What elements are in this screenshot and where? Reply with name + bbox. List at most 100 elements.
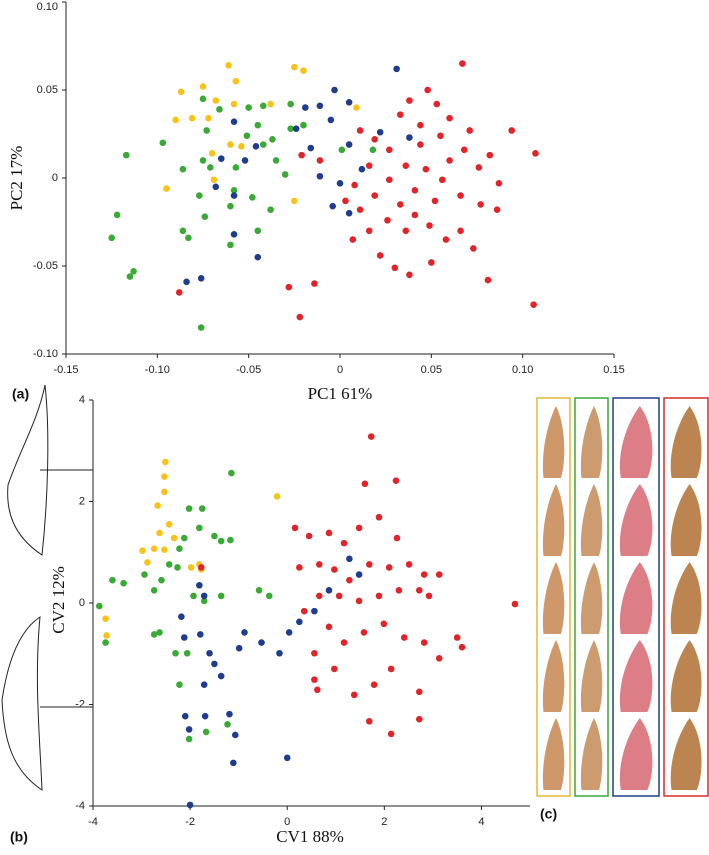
point (161, 546, 168, 554)
point (208, 150, 216, 157)
point (161, 488, 168, 496)
panel-label: (a) (12, 386, 29, 402)
point (351, 181, 358, 189)
y-tick-label: -2 (75, 698, 85, 710)
point (232, 164, 240, 171)
point (420, 571, 428, 578)
point (185, 234, 192, 242)
point (174, 564, 181, 571)
point (365, 162, 373, 169)
point (176, 681, 183, 689)
point (415, 587, 423, 594)
point (163, 185, 170, 192)
point (425, 592, 433, 600)
point (370, 681, 378, 689)
point (183, 278, 190, 286)
point (358, 165, 366, 173)
point (150, 545, 158, 552)
point (402, 227, 410, 235)
leaf-photo (542, 640, 565, 712)
point (230, 231, 238, 238)
x-tick-label: -4 (88, 816, 98, 828)
point (346, 576, 353, 584)
leaf-photo (619, 640, 653, 712)
point (196, 524, 203, 532)
leaf-outlines (1, 384, 93, 791)
point (391, 264, 399, 272)
x-tick-label: -2 (185, 816, 195, 828)
point (158, 576, 165, 584)
x-tick-label: 0.05 (421, 364, 442, 376)
point (291, 63, 298, 71)
y-tick-label: 0.05 (37, 84, 58, 96)
point (300, 607, 308, 615)
point (345, 209, 353, 217)
x-axis-label: CV1 88% (276, 827, 344, 846)
point (386, 176, 393, 184)
point (356, 127, 364, 134)
point (311, 676, 318, 683)
point (365, 227, 373, 235)
point (259, 141, 267, 148)
point (103, 632, 110, 639)
point (267, 100, 274, 108)
point (437, 132, 444, 140)
point (272, 157, 280, 164)
point (426, 222, 433, 229)
point (188, 114, 196, 122)
point (345, 141, 353, 148)
point (161, 473, 168, 480)
point (210, 176, 218, 184)
leaf-photo (542, 562, 565, 634)
point (331, 566, 338, 573)
point (340, 639, 348, 646)
x-tick-label: -0.05 (236, 364, 261, 376)
point (338, 146, 346, 154)
point (180, 634, 188, 641)
point (422, 165, 430, 173)
point (300, 67, 307, 74)
point (199, 95, 207, 103)
point (183, 649, 191, 657)
point (109, 576, 116, 584)
point (230, 192, 238, 199)
point (316, 102, 324, 110)
point (402, 162, 410, 169)
point (329, 202, 336, 210)
y-tick-label: -4 (75, 800, 85, 812)
point (375, 592, 383, 600)
point (241, 157, 249, 164)
point (311, 280, 318, 287)
point (417, 121, 424, 129)
point (387, 730, 395, 738)
point (196, 581, 203, 589)
point (356, 206, 364, 213)
leaf-photo (619, 484, 653, 556)
point (199, 83, 207, 90)
point (417, 141, 424, 148)
point (197, 564, 205, 571)
y-tick-label: 0 (52, 172, 58, 184)
panel-label: (b) (10, 829, 28, 845)
point (283, 754, 291, 762)
point (241, 629, 248, 636)
point (285, 629, 293, 636)
x-axis-label: PC1 61% (308, 384, 373, 403)
point (508, 127, 516, 134)
point (530, 301, 537, 309)
point (307, 144, 315, 152)
point (269, 135, 276, 143)
y-tick-label: 0 (79, 597, 85, 609)
point (365, 717, 373, 725)
point (249, 194, 256, 201)
point (230, 187, 238, 194)
point (187, 564, 195, 571)
point (393, 65, 400, 73)
point (296, 618, 303, 626)
leaf-photo (542, 484, 565, 556)
point (217, 155, 225, 162)
point (185, 726, 193, 733)
point (96, 602, 103, 610)
point (228, 469, 235, 477)
panel-label: (c) (540, 806, 557, 822)
